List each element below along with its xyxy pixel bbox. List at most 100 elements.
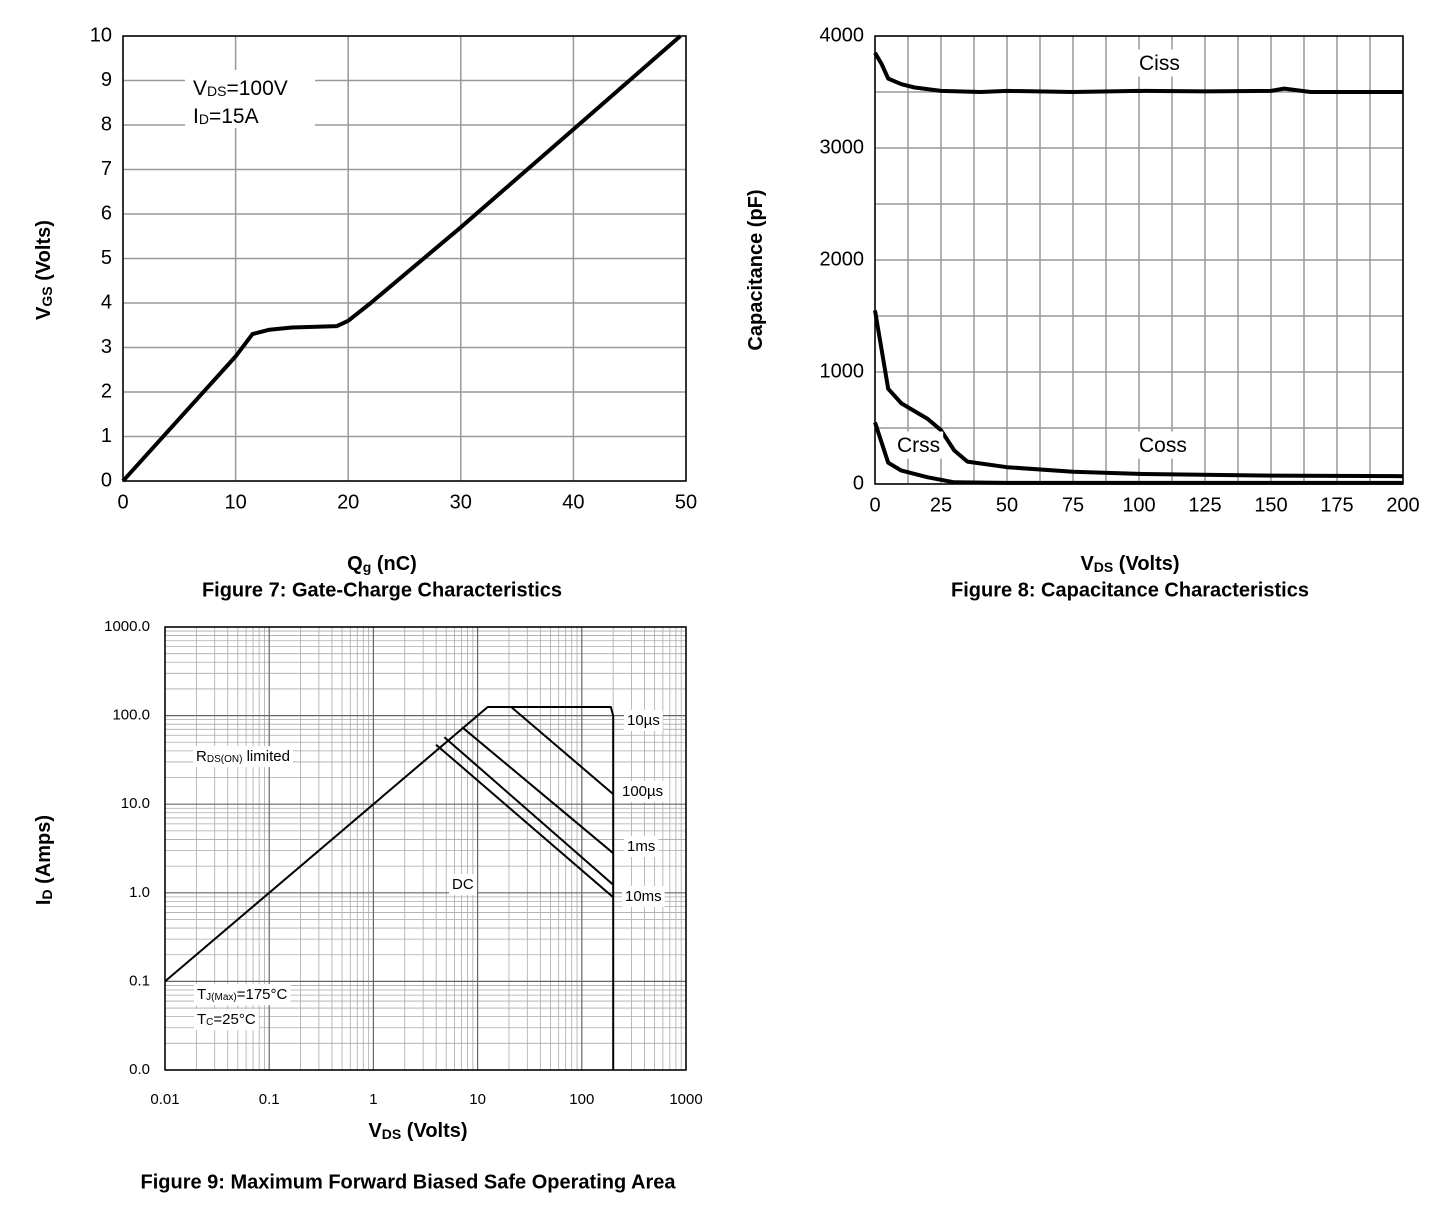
series-line	[873, 51, 1403, 94]
x-axis-label-part: V	[368, 1120, 382, 1142]
x-tick-label: 40	[562, 491, 584, 513]
annotation-part: T	[197, 986, 206, 1003]
annotation: 10µs	[627, 712, 660, 729]
annotation: VDS=100V	[193, 77, 288, 100]
annotation-bg	[194, 1008, 259, 1031]
y-tick-label: 1000	[820, 360, 865, 382]
x-tick-label: 0	[117, 491, 128, 513]
annotation-part: DC	[452, 876, 474, 893]
series-line	[435, 743, 614, 899]
series-line	[461, 726, 614, 854]
x-tick-label: 30	[450, 491, 472, 513]
x-tick-label: 150	[1254, 494, 1287, 516]
annotation-part: Ciss	[1139, 52, 1180, 75]
y-axis-label-part: V	[33, 306, 55, 320]
annotation-bg	[624, 709, 663, 731]
x-tick-label: 0.1	[259, 1091, 280, 1108]
y-axis-label-part: GS	[39, 286, 55, 306]
annotation-part: D	[199, 111, 209, 127]
y-tick-label: 3	[101, 336, 112, 358]
y-axis-label-part: (Amps)	[33, 815, 55, 889]
annotation-part: J(Max)	[206, 992, 237, 1003]
annotation: DC	[452, 876, 474, 893]
y-tick-label: 10	[90, 24, 112, 46]
y-tick-label: 0	[101, 469, 112, 491]
x-tick-label: 125	[1188, 494, 1221, 516]
figure-title: Figure 7: Gate-Charge Characteristics	[202, 579, 562, 601]
y-tick-label: 5	[101, 247, 112, 269]
y-tick-label: 2	[101, 380, 112, 402]
annotation: Crss	[897, 434, 940, 457]
series-line	[121, 34, 682, 483]
x-axis-label: Qg (nC)	[347, 553, 417, 575]
y-axis-label: Capacitance (pF)	[745, 189, 767, 350]
y-axis-label-part: Capacitance (pF)	[745, 189, 767, 350]
annotation-bg	[619, 780, 667, 802]
annotation-part: 10ms	[625, 888, 662, 905]
series-line	[510, 706, 614, 795]
annotation: 100µs	[622, 783, 663, 800]
annotation-part: limited	[242, 748, 290, 765]
y-axis-label-part: D	[39, 889, 55, 899]
y-tick-label: 8	[101, 113, 112, 135]
annotation-part: DS	[207, 83, 226, 99]
y-tick-label: 3000	[820, 136, 865, 158]
figure-title: Figure 8: Capacitance Characteristics	[951, 579, 1309, 601]
x-tick-label: 175	[1320, 494, 1353, 516]
annotation-part: =100V	[226, 77, 287, 100]
annotation-part: I	[193, 105, 199, 128]
figure-title: Figure 9: Maximum Forward Biased Safe Op…	[141, 1171, 677, 1193]
x-tick-label: 100	[569, 1091, 594, 1108]
x-tick-label: 200	[1386, 494, 1419, 516]
x-axis-label: VDS (Volts)	[1080, 553, 1179, 575]
x-axis-label-part: g	[363, 559, 372, 575]
annotation: 10ms	[625, 888, 662, 905]
x-axis-label-part: Q	[347, 553, 363, 575]
x-axis-label-part: (nC)	[371, 553, 417, 575]
annotation-bg	[1136, 49, 1183, 77]
annotation-bg	[1136, 431, 1190, 459]
y-tick-label: 1.0	[129, 884, 150, 901]
y-tick-label: 4	[101, 291, 112, 313]
annotation: 1ms	[627, 838, 655, 855]
y-tick-label: 9	[101, 69, 112, 91]
annotation-part: C	[206, 1017, 213, 1028]
y-tick-label: 100.0	[112, 707, 150, 724]
series-line	[873, 310, 1404, 479]
x-tick-label: 20	[337, 491, 359, 513]
annotation-part: 1ms	[627, 838, 655, 855]
plot-frame	[122, 35, 687, 482]
annotation: ID=15A	[193, 105, 259, 128]
x-tick-label: 0	[869, 494, 880, 516]
y-tick-label: 1	[101, 425, 112, 447]
annotation-part: V	[193, 77, 207, 100]
annotation-part: 10µs	[627, 712, 660, 729]
y-tick-label: 0.0	[129, 1061, 150, 1078]
y-tick-label: 6	[101, 202, 112, 224]
x-axis-label-part: (Volts)	[1113, 553, 1179, 575]
y-axis-label: ID (Amps)	[33, 815, 55, 905]
y-tick-label: 0.1	[129, 972, 150, 989]
x-tick-label: 0.01	[150, 1091, 179, 1108]
annotation-bg	[449, 873, 477, 895]
y-axis-label-part: I	[33, 900, 55, 906]
annotation: Ciss	[1139, 52, 1180, 75]
x-tick-label: 1000	[669, 1091, 702, 1108]
y-tick-label: 1000.0	[104, 618, 150, 635]
x-tick-label: 50	[996, 494, 1018, 516]
series-line	[443, 736, 614, 886]
annotation-bg	[194, 983, 291, 1006]
x-tick-label: 25	[930, 494, 952, 516]
series-line	[873, 421, 1403, 485]
annotation-part: Crss	[897, 434, 940, 457]
x-tick-label: 50	[675, 491, 697, 513]
annotation-part: =15A	[209, 105, 259, 128]
y-tick-label: 10.0	[121, 795, 150, 812]
x-tick-label: 75	[1062, 494, 1084, 516]
x-tick-label: 10	[469, 1091, 486, 1108]
annotation: TJ(Max)=175°C	[197, 986, 288, 1003]
x-tick-label: 100	[1122, 494, 1155, 516]
y-axis-label: VGS (Volts)	[33, 220, 55, 320]
y-tick-label: 0	[853, 472, 864, 494]
